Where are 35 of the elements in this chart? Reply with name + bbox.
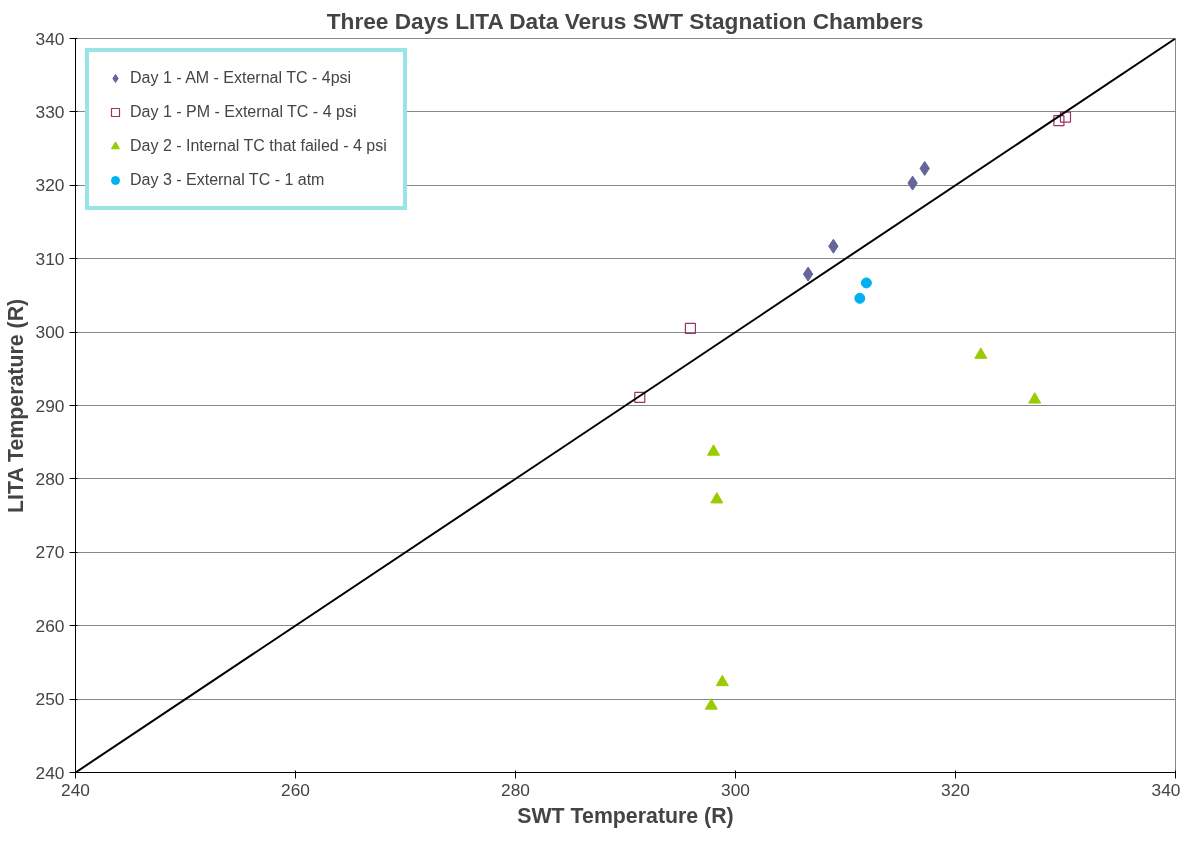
y-tick-label: 340: [35, 28, 65, 49]
y-tick-label: 300: [35, 322, 65, 343]
point: [860, 277, 872, 289]
x-tick-label: 260: [281, 779, 310, 800]
y-tick-label: 290: [35, 395, 65, 416]
point: [684, 322, 696, 335]
point: [710, 492, 724, 504]
y-tick-label: 310: [35, 248, 65, 269]
y-tick-label: 250: [35, 689, 65, 710]
y-tick-label: 270: [35, 542, 65, 563]
x-tick-label: 320: [941, 779, 970, 800]
x-axis-title: SWT Temperature (R): [517, 803, 734, 828]
y-axis-title: LITA Temperature (R): [3, 298, 28, 513]
point: [1028, 392, 1042, 404]
y-tick-label: 260: [35, 615, 65, 636]
point: [704, 698, 718, 710]
x-tick-label: 340: [1151, 779, 1181, 800]
point: [802, 266, 814, 282]
legend-label: Day 2 - Internal TC that failed - 4 psi: [130, 137, 387, 155]
y-tick-label: 320: [35, 175, 65, 196]
y-tick-label: 330: [35, 101, 65, 122]
point: [1059, 111, 1072, 123]
point: [634, 391, 646, 404]
point: [1053, 115, 1065, 127]
chart-title: Three Days LITA Data Verus SWT Stagnation Chambers: [326, 7, 924, 34]
point: [707, 444, 720, 456]
legend-label: Day 1 - AM - External TC - 4psi: [130, 69, 352, 87]
point: [854, 292, 866, 304]
x-tick-label: 280: [501, 779, 530, 800]
x-tick-label: 300: [721, 779, 750, 800]
point: [715, 674, 729, 687]
point: [974, 347, 988, 359]
y-tick-label: 280: [35, 468, 65, 489]
legend-label: Day 1 - PM - External TC - 4 psi: [130, 103, 357, 121]
legend-label: Day 3 - External TC - 1 atm: [130, 171, 325, 189]
